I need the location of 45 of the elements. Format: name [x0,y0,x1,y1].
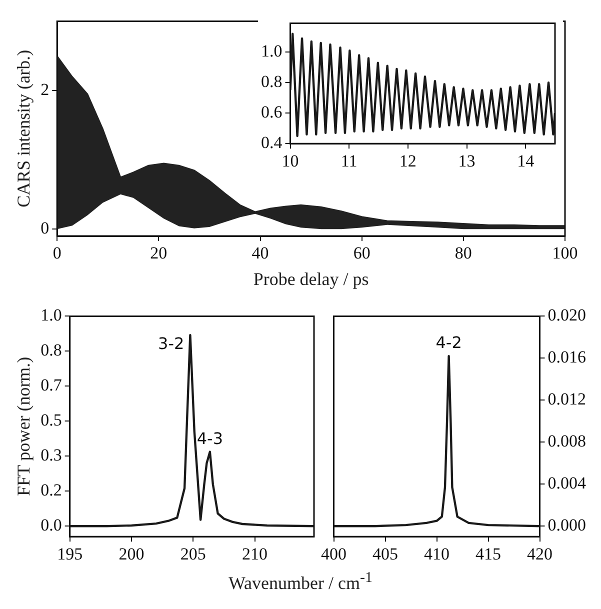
x-tick-label: 200 [118,544,144,564]
y-tick-label: 0.000 [548,516,586,535]
x-tick-label: 410 [424,544,450,564]
x-tick-label: 20 [150,244,168,263]
y-tick-label: 0.8 [40,340,62,360]
y-tick-label: 0.008 [548,432,586,451]
x-tick-label: 80 [454,244,472,263]
x-tick-label: 405 [372,544,398,564]
x-tick-label: 415 [476,544,501,564]
x-tick-label: 40 [252,244,269,263]
annotation: 3-2 [158,334,184,354]
x-tick-label: 400 [321,544,346,564]
y-tick-label: 0.7 [40,376,62,395]
annotation: 4-3 [196,428,223,448]
y-tick-label: 0.016 [548,348,586,367]
y-tick-label: 1.0 [40,306,62,325]
x-tick-label: 14 [517,151,535,170]
x-tick-label: 205 [180,544,206,564]
y-tick-label: 0.0 [40,516,62,535]
y-tick-label: 0.3 [40,446,62,465]
x-tick-label: 12 [399,151,416,170]
y-tick-label: 0.8 [261,72,282,92]
x-tick-label: 100 [552,244,578,263]
y-tick-label: 2 [40,80,50,99]
y-tick-label: 0.020 [548,306,586,325]
x-tick-label: 60 [353,244,370,263]
annotation: 4-2 [436,333,462,352]
y-axis-title: CARS intensity (arb.) [14,50,34,208]
x-tick-label: 11 [340,151,358,170]
x-tick-label: 210 [242,544,268,564]
y-tick-label: 0.5 [40,410,62,430]
x-tick-label: 195 [57,544,83,564]
x-tick-label: 13 [458,151,476,170]
y-tick-label: 0 [40,218,50,238]
y-tick-label: 0.2 [40,480,62,500]
y-tick-label: 1.0 [261,42,282,61]
x-tick-label: 10 [282,151,299,170]
y-axis-title: FFT power (norm.) [14,356,34,496]
y-tick-label: 0.004 [548,474,586,493]
x-tick-label: 420 [527,544,552,564]
y-tick-label: 0.6 [261,102,282,122]
x-axis-title: Probe delay / ps [253,268,369,289]
y-tick-label: 0.4 [261,133,283,152]
y-tick-label: 0.012 [548,390,586,409]
x-axis-title: Wavenumber / cm$^{-1}$ [227,570,374,594]
